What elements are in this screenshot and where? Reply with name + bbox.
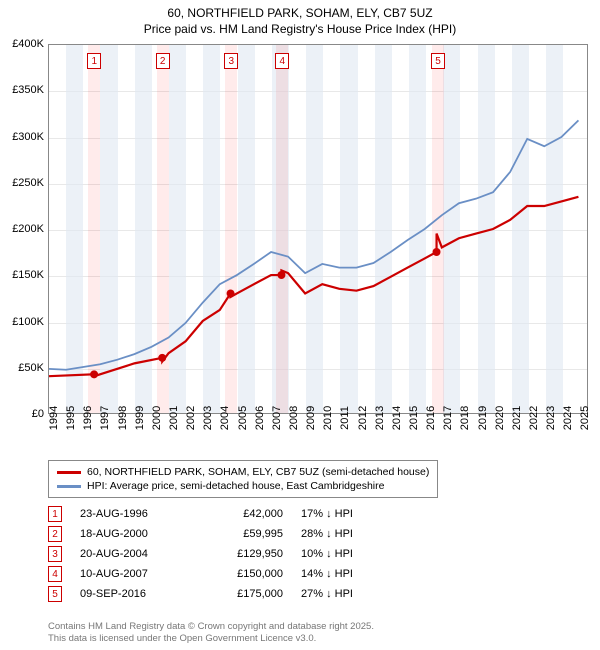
x-tick-label: 2021: [511, 406, 523, 430]
sales-row-pct: 17% ↓ HPI: [301, 508, 391, 520]
legend-item: HPI: Average price, semi-detached house,…: [57, 479, 429, 493]
sale-marker: [277, 271, 285, 279]
sales-row-price: £175,000: [203, 588, 283, 600]
x-tick-label: 2015: [408, 406, 420, 430]
y-tick-label: £200K: [12, 223, 44, 235]
sales-row-date: 18-AUG-2000: [80, 528, 185, 540]
legend-item: 60, NORTHFIELD PARK, SOHAM, ELY, CB7 5UZ…: [57, 465, 429, 479]
x-tick-label: 2024: [562, 406, 574, 430]
sales-row-price: £150,000: [203, 568, 283, 580]
footer-attribution: Contains HM Land Registry data © Crown c…: [48, 621, 374, 644]
x-tick-label: 2009: [305, 406, 317, 430]
y-tick-label: £350K: [12, 84, 44, 96]
legend-label: HPI: Average price, semi-detached house,…: [87, 480, 384, 492]
chart-plot-area: 12345: [48, 44, 588, 414]
x-tick-label: 2012: [357, 406, 369, 430]
x-tick-label: 2000: [151, 406, 163, 430]
sales-row-date: 20-AUG-2004: [80, 548, 185, 560]
x-tick-label: 2001: [168, 406, 180, 430]
x-tick-label: 2004: [219, 406, 231, 430]
y-tick-label: £0: [32, 408, 44, 420]
x-tick-label: 2003: [202, 406, 214, 430]
sales-row-price: £59,995: [203, 528, 283, 540]
sales-row-date: 23-AUG-1996: [80, 508, 185, 520]
x-tick-label: 2020: [494, 406, 506, 430]
sales-row-price: £129,950: [203, 548, 283, 560]
sale-marker: [433, 248, 441, 256]
x-tick-label: 1996: [82, 406, 94, 430]
sale-marker: [158, 354, 166, 362]
chart-title-line2: Price paid vs. HM Land Registry's House …: [0, 22, 600, 38]
legend-swatch: [57, 471, 81, 474]
x-tick-label: 2007: [271, 406, 283, 430]
x-tick-label: 1994: [48, 406, 60, 430]
sales-row-pct: 28% ↓ HPI: [301, 528, 391, 540]
x-tick-label: 2006: [254, 406, 266, 430]
sales-row-price: £42,000: [203, 508, 283, 520]
x-tick-label: 2010: [322, 406, 334, 430]
x-tick-label: 2018: [459, 406, 471, 430]
sales-row-pct: 10% ↓ HPI: [301, 548, 391, 560]
x-tick-label: 2019: [477, 406, 489, 430]
x-tick-label: 2017: [442, 406, 454, 430]
x-tick-label: 1999: [134, 406, 146, 430]
series-hpi: [49, 120, 578, 369]
sales-table: 1 23-AUG-1996 £42,000 17% ↓ HPI 2 18-AUG-2000…: [48, 504, 391, 604]
x-tick-label: 1997: [99, 406, 111, 430]
y-tick-label: £150K: [12, 269, 44, 281]
y-tick-label: £50K: [18, 362, 44, 374]
x-tick-label: 2023: [545, 406, 557, 430]
sales-row-pct: 27% ↓ HPI: [301, 588, 391, 600]
x-tick-label: 1998: [117, 406, 129, 430]
y-tick-label: £100K: [12, 316, 44, 328]
x-tick-label: 2013: [374, 406, 386, 430]
chart-title-line1: 60, NORTHFIELD PARK, SOHAM, ELY, CB7 5UZ: [0, 6, 600, 22]
sales-row-pct: 14% ↓ HPI: [301, 568, 391, 580]
y-tick-label: £250K: [12, 177, 44, 189]
sales-row-badge: 3: [48, 546, 62, 562]
sales-row: 5 09-SEP-2016 £175,000 27% ↓ HPI: [48, 584, 391, 604]
sales-row-badge: 2: [48, 526, 62, 542]
sales-row-date: 10-AUG-2007: [80, 568, 185, 580]
sales-row: 3 20-AUG-2004 £129,950 10% ↓ HPI: [48, 544, 391, 564]
y-tick-label: £400K: [12, 38, 44, 50]
footer-line1: Contains HM Land Registry data © Crown c…: [48, 621, 374, 632]
sales-row-badge: 4: [48, 566, 62, 582]
series-price_paid: [49, 197, 578, 376]
sales-row-badge: 1: [48, 506, 62, 522]
x-tick-label: 2014: [391, 406, 403, 430]
footer-line2: This data is licensed under the Open Gov…: [48, 633, 374, 644]
x-tick-label: 1995: [65, 406, 77, 430]
legend-label: 60, NORTHFIELD PARK, SOHAM, ELY, CB7 5UZ…: [87, 466, 429, 478]
x-tick-label: 2011: [339, 406, 351, 430]
sale-marker: [227, 289, 235, 297]
sale-marker: [90, 370, 98, 378]
sales-row-badge: 5: [48, 586, 62, 602]
legend: 60, NORTHFIELD PARK, SOHAM, ELY, CB7 5UZ…: [48, 460, 438, 498]
sales-row: 2 18-AUG-2000 £59,995 28% ↓ HPI: [48, 524, 391, 544]
x-tick-label: 2025: [579, 406, 591, 430]
x-tick-label: 2008: [288, 406, 300, 430]
sales-row: 1 23-AUG-1996 £42,000 17% ↓ HPI: [48, 504, 391, 524]
x-tick-label: 2002: [185, 406, 197, 430]
sales-row: 4 10-AUG-2007 £150,000 14% ↓ HPI: [48, 564, 391, 584]
x-tick-label: 2005: [237, 406, 249, 430]
x-tick-label: 2016: [425, 406, 437, 430]
sales-row-date: 09-SEP-2016: [80, 588, 185, 600]
x-tick-label: 2022: [528, 406, 540, 430]
legend-swatch: [57, 485, 81, 488]
y-tick-label: £300K: [12, 131, 44, 143]
